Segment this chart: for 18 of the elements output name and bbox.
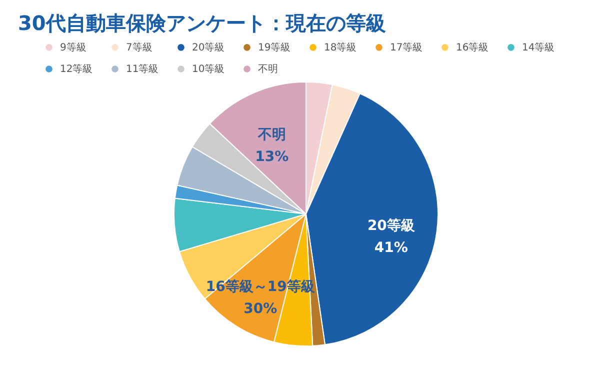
- legend-label: 20等級: [192, 41, 225, 54]
- legend-label: 9等級: [60, 41, 86, 54]
- slice-label: 20等級: [367, 218, 416, 234]
- legend-label: 16等級: [456, 41, 489, 54]
- legend-label: 17等級: [390, 41, 423, 54]
- legend-label: 19等級: [258, 41, 291, 54]
- text: 13%: [255, 149, 289, 166]
- legend-label: 10等級: [192, 63, 225, 75]
- legend-label: 7等級: [126, 41, 152, 54]
- legend-label: 11等級: [126, 63, 159, 75]
- text: 30%: [244, 300, 278, 317]
- legend-label: 不明: [258, 64, 278, 75]
- legend-label: 14等級: [522, 41, 555, 54]
- legend-label: 18等級: [324, 41, 357, 54]
- text: 41%: [374, 240, 408, 256]
- chart-title: 30代自動車保険アンケート：現在の等級: [18, 11, 386, 35]
- legend-label: 12等級: [60, 63, 93, 75]
- slice-label: 不明: [256, 127, 286, 144]
